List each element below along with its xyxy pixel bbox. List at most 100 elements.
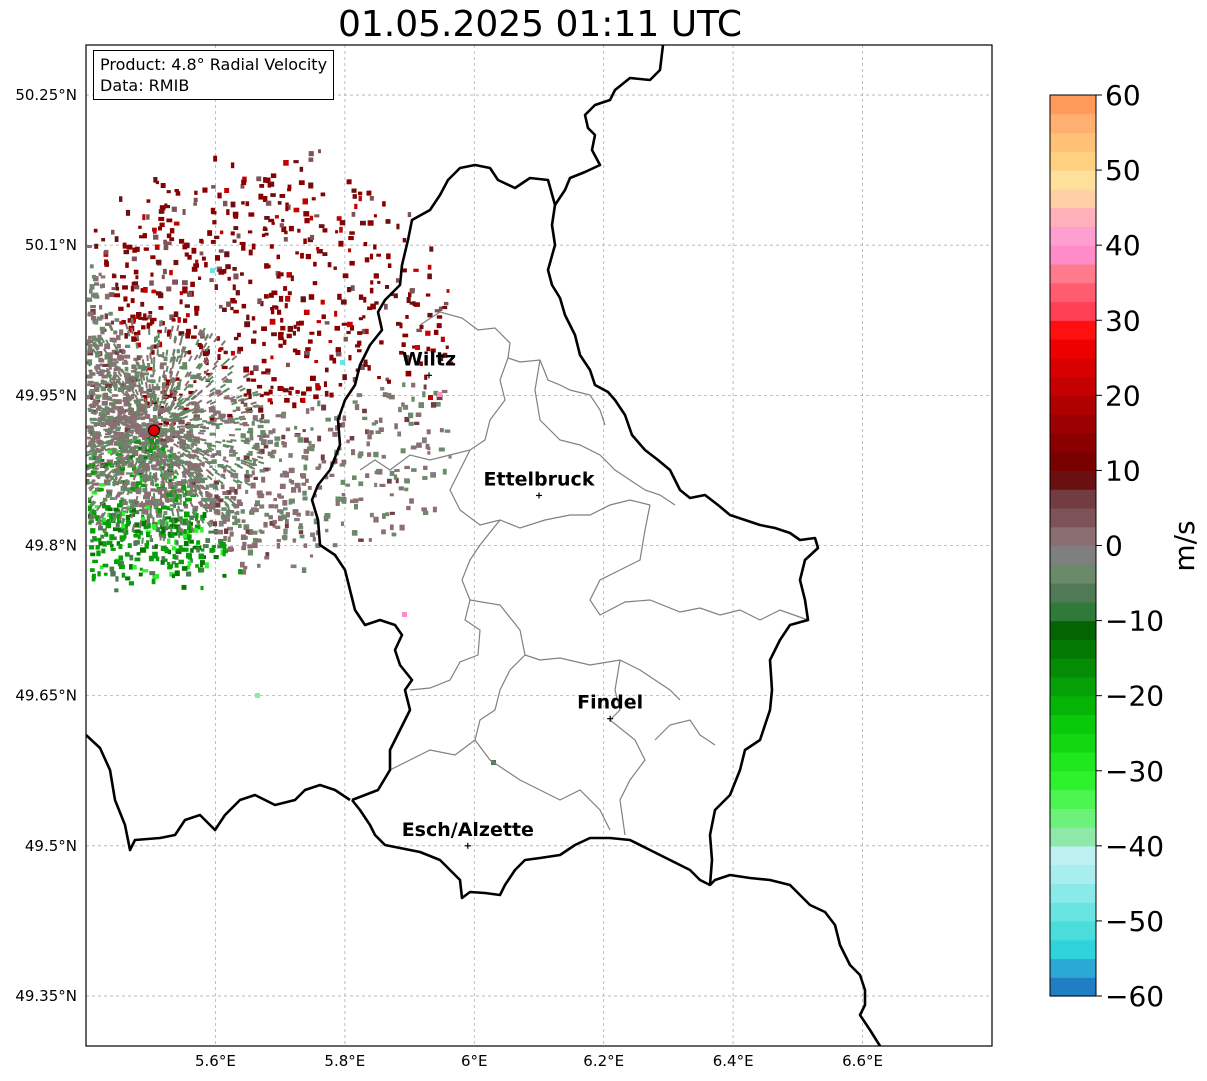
echo-pixel — [279, 483, 286, 489]
echo-pixel — [128, 581, 134, 586]
echo-pixel — [128, 396, 135, 400]
echo-pixel — [131, 256, 137, 262]
echo-pixel — [434, 309, 441, 313]
echo-pixel — [192, 478, 199, 485]
echo-pixel — [120, 512, 126, 517]
echo-pixel — [88, 344, 93, 349]
echo-pixel — [275, 525, 281, 529]
echo-pixel — [364, 359, 368, 363]
echo-pixel — [342, 273, 349, 279]
echo-pixel — [351, 211, 356, 217]
echo-pixel — [89, 417, 97, 421]
echo-pixel — [93, 228, 98, 233]
lon-tick-label: 6.4°E — [713, 1052, 754, 1070]
echo-pixel — [116, 417, 124, 422]
colorbar-segment — [1050, 132, 1096, 152]
echo-pixel — [229, 418, 235, 423]
echo-pixel — [285, 202, 289, 206]
echo-pixel — [212, 220, 217, 225]
echo-pixel — [212, 482, 219, 489]
echo-pixel — [92, 467, 99, 470]
echo-pixel — [354, 203, 358, 210]
echo-pixel — [154, 500, 159, 505]
echo-pixel — [401, 342, 406, 347]
echo-pixel — [171, 517, 178, 524]
echo-pixel — [193, 509, 197, 514]
echo-pixel — [229, 454, 236, 457]
echo-pixel — [106, 371, 113, 378]
echo-pixel — [93, 486, 100, 493]
echo-pixel — [358, 497, 364, 501]
echo-pixel — [258, 448, 265, 454]
echo-pixel — [278, 295, 284, 302]
echo-pixel — [171, 489, 176, 497]
echo-pixel — [208, 415, 216, 419]
colorbar-segment — [1050, 395, 1096, 415]
echo-pixel — [130, 481, 138, 486]
echo-pixel — [91, 293, 95, 298]
echo-pixel — [144, 543, 149, 549]
echo-pixel — [177, 378, 183, 386]
echo-pixel — [182, 209, 186, 215]
echo-pixel — [203, 544, 209, 549]
echo-pixel — [177, 401, 183, 408]
echo-pixel — [131, 451, 139, 456]
echo-pixel — [419, 361, 423, 366]
echo-pixel — [185, 497, 192, 502]
echo-pixel — [313, 394, 319, 400]
echo-pixel — [89, 284, 95, 290]
echo-pixel — [265, 368, 271, 373]
echo-pixel — [204, 441, 211, 446]
echo-pixel — [412, 345, 416, 349]
echo-pixel — [241, 244, 246, 251]
colorbar-segment — [1050, 620, 1096, 640]
echo-pixel — [166, 562, 171, 566]
echo-pixel — [184, 511, 190, 518]
echo-pixel — [436, 315, 443, 319]
echo-pixel — [91, 510, 96, 515]
echo-pixel — [111, 516, 116, 523]
echo-pixel — [158, 209, 164, 214]
echo-pixel — [339, 463, 345, 467]
echo-pixel — [270, 307, 274, 311]
echo-pixel — [171, 499, 176, 506]
echo-pixel — [177, 437, 185, 442]
echo-pixel — [137, 330, 141, 336]
echo-pixel — [418, 402, 424, 408]
echo-pixel — [179, 428, 185, 432]
echo-pixel — [112, 398, 116, 402]
colorbar-segment — [1050, 770, 1096, 791]
canton-boundary — [539, 789, 611, 831]
colorbar-segment — [1050, 564, 1096, 584]
echo-pixel — [169, 413, 176, 419]
echo-pixel — [95, 351, 99, 358]
colorbar-segment — [1050, 151, 1096, 171]
echo-pixel — [126, 431, 133, 434]
echo-pixel — [91, 274, 96, 279]
echo-pixel — [172, 471, 178, 474]
echo-pixel — [114, 346, 120, 353]
echo-pixel — [209, 465, 213, 468]
canton-boundary — [654, 719, 716, 746]
echo-pixel — [133, 540, 138, 546]
echo-pixel — [220, 484, 225, 490]
echo-pixel — [181, 415, 189, 420]
echo-pixel — [98, 357, 103, 363]
echo-pixel — [121, 488, 126, 495]
echo-pixel — [189, 472, 195, 475]
echo-pixel — [322, 228, 328, 233]
echo-pixel — [143, 313, 147, 318]
echo-pixel — [321, 404, 327, 411]
echo-pixel — [112, 447, 116, 452]
echo-pixel — [202, 356, 208, 363]
echo-pixel — [340, 521, 345, 526]
echo-pixel — [267, 451, 274, 456]
echo-pixel — [132, 317, 136, 322]
echo-pixel — [283, 471, 289, 478]
echo-pixel — [144, 491, 151, 497]
echo-pixel — [334, 416, 339, 421]
echo-pixel — [113, 436, 121, 441]
echo-pixel — [109, 534, 115, 541]
echo-pixel — [93, 387, 100, 392]
echo-pixel — [182, 518, 188, 524]
